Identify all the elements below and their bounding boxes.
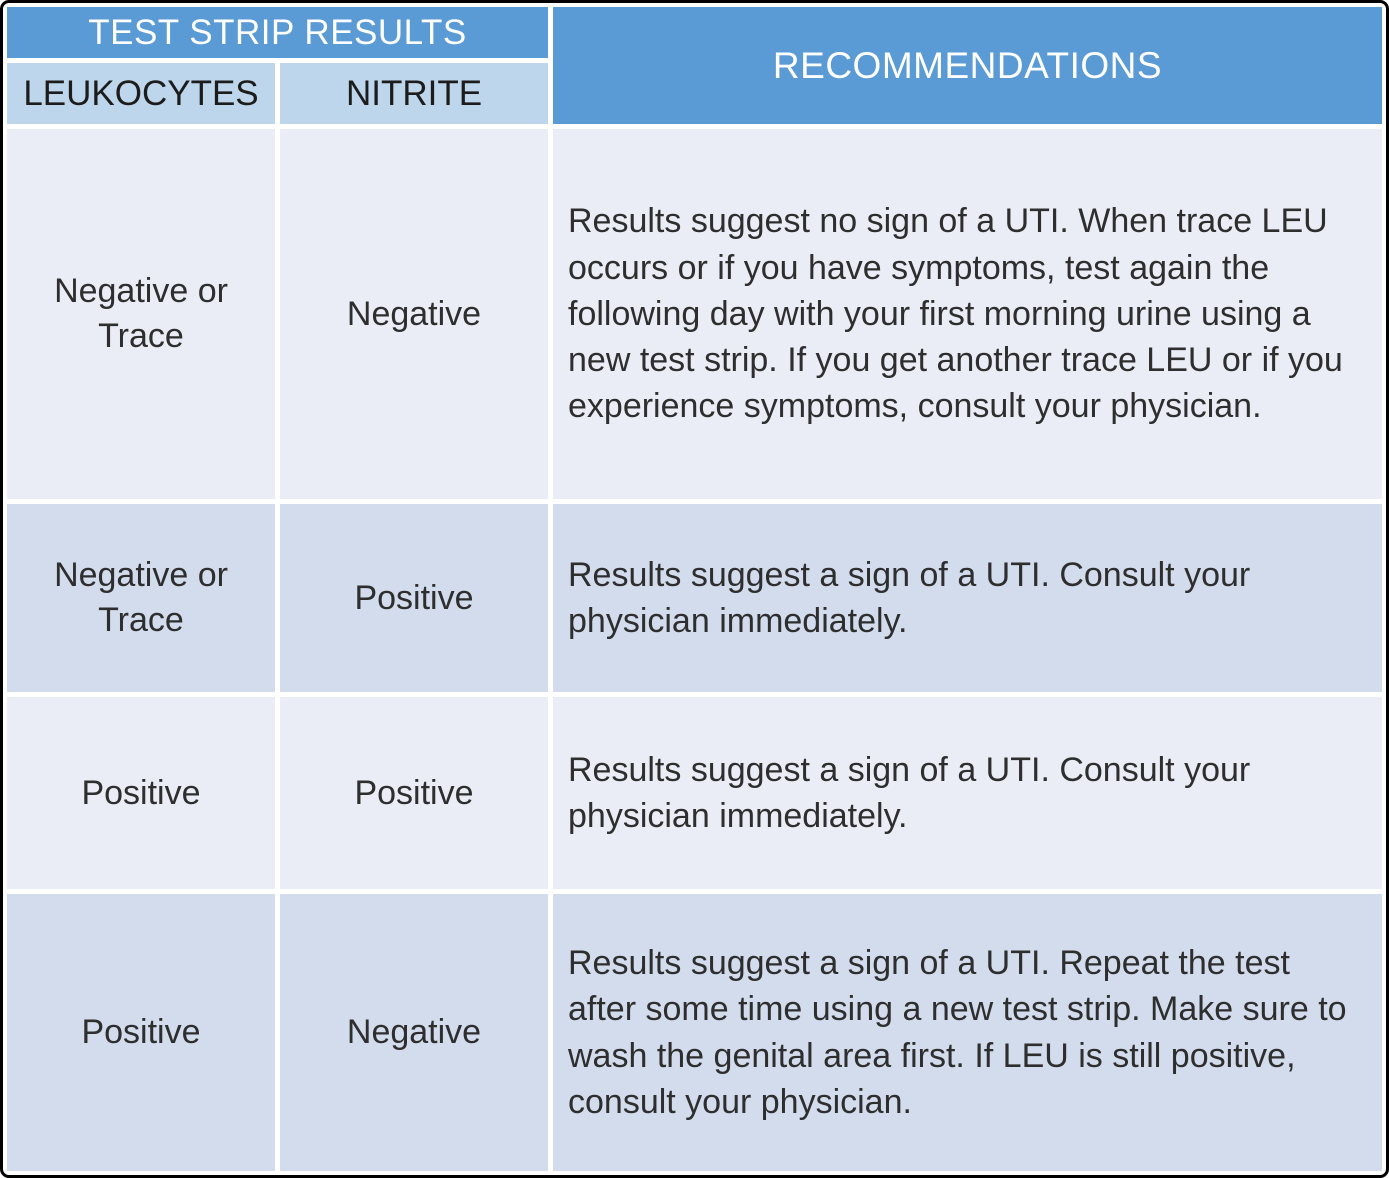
leukocytes-cell: Positive bbox=[7, 894, 275, 1171]
recommendation-cell: Results suggest no sign of a UTI. When t… bbox=[553, 129, 1382, 499]
leukocytes-cell: Negative or Trace bbox=[7, 504, 275, 692]
leukocytes-cell: Negative or Trace bbox=[7, 129, 275, 499]
recommendation-cell: Results suggest a sign of a UTI. Repeat … bbox=[553, 894, 1382, 1171]
nitrite-cell: Positive bbox=[280, 697, 548, 889]
nitrite-cell: Negative bbox=[280, 894, 548, 1171]
header-recommendations: RECOMMENDATIONS bbox=[553, 7, 1382, 124]
header-test-strip-results: TEST STRIP RESULTS bbox=[7, 7, 548, 58]
leukocytes-cell: Positive bbox=[7, 697, 275, 889]
subheader-leukocytes: LEUKOCYTES bbox=[7, 63, 275, 124]
recommendation-cell: Results suggest a sign of a UTI. Consult… bbox=[553, 504, 1382, 692]
subheader-nitrite: NITRITE bbox=[280, 63, 548, 124]
nitrite-cell: Negative bbox=[280, 129, 548, 499]
test-results-table: TEST STRIP RESULTS RECOMMENDATIONS LEUKO… bbox=[7, 7, 1382, 1171]
nitrite-cell: Positive bbox=[280, 504, 548, 692]
recommendation-cell: Results suggest a sign of a UTI. Consult… bbox=[553, 697, 1382, 889]
